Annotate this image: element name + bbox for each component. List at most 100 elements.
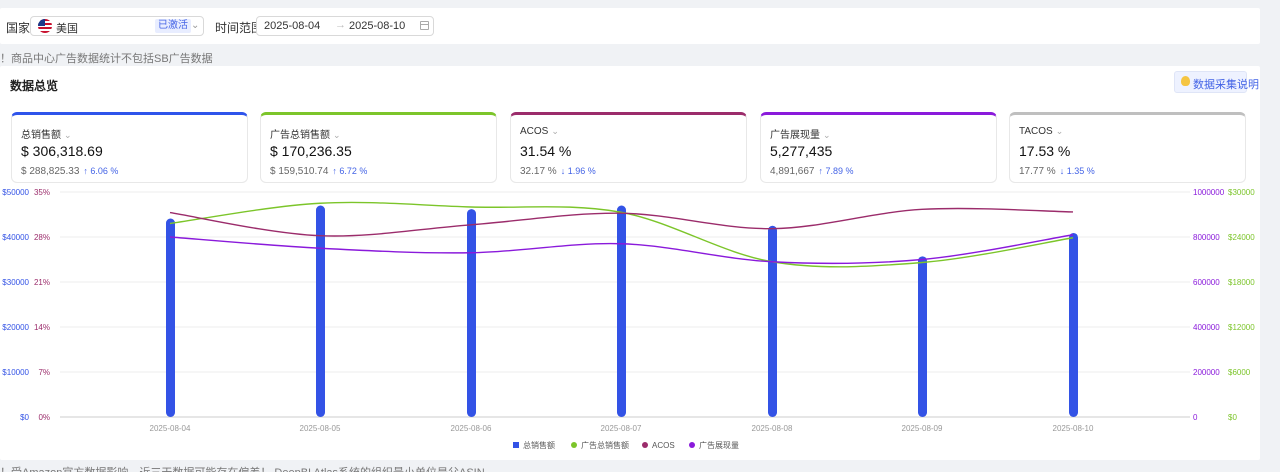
metric-value: $ 306,318.69 bbox=[21, 143, 103, 159]
overview-chart: $0 $10000 $20000 $30000 $40000 $50000 0% 7% 14% 2… bbox=[2, 188, 1255, 450]
metric-title[interactable]: TACOS ⌄ bbox=[1019, 126, 1064, 137]
y-axis-sales-tick: $30000 bbox=[2, 278, 29, 287]
chevron-down-icon: ⌄ bbox=[551, 126, 559, 136]
x-axis-tick: 2025-08-08 bbox=[752, 424, 793, 433]
y-axis-ad-sales-tick: $0 bbox=[1228, 413, 1237, 422]
country-label: 国家: bbox=[6, 21, 34, 35]
y-axis-acos-tick: 35% bbox=[34, 188, 50, 197]
chevron-down-icon: ⌄ bbox=[64, 130, 72, 140]
date-end-input[interactable]: 2025-08-10 bbox=[349, 20, 406, 32]
line-impressions bbox=[169, 234, 1074, 265]
legend-marker-circle-icon bbox=[642, 442, 648, 448]
metric-change: ↓ 1.35 % bbox=[1059, 166, 1095, 176]
legend-label: 广告总销售额 bbox=[581, 440, 629, 450]
metric-card[interactable]: 广告展现量 ⌄ 5,277,435 4,891,667 ↑ 7.89 % bbox=[760, 112, 997, 183]
notice-data-delay: ！受Amazon官方数据影响，近三天数据可能存在偏差！ DeepBI Atlas… bbox=[0, 464, 485, 472]
metric-change: ↑ 6.06 % bbox=[83, 166, 119, 176]
y-axis-sales-tick: $20000 bbox=[2, 323, 29, 332]
y-axis-ad-sales-tick: $24000 bbox=[1228, 233, 1255, 242]
status-badge: 已激活 bbox=[155, 19, 191, 33]
line-ad_sales bbox=[169, 201, 1074, 268]
us-flag-icon bbox=[38, 19, 52, 33]
metric-title[interactable]: 广告展现量 ⌄ bbox=[770, 130, 831, 141]
x-axis-tick: 2025-08-05 bbox=[300, 424, 341, 433]
bar-total-sales bbox=[1069, 232, 1078, 417]
chevron-down-icon: ⌄ bbox=[823, 130, 831, 140]
metric-previous: $ 159,510.74 ↑ 6.72 % bbox=[270, 166, 368, 177]
y-axis-impressions-tick: 0 bbox=[1193, 413, 1198, 422]
country-value: 美国 bbox=[56, 23, 78, 35]
y-axis-acos-tick: 7% bbox=[38, 368, 50, 377]
y-axis-impressions-tick: 800000 bbox=[1193, 233, 1220, 242]
lightbulb-icon bbox=[1181, 76, 1190, 86]
metric-previous: $ 288,825.33 ↑ 6.06 % bbox=[21, 166, 119, 177]
bar-total-sales bbox=[768, 225, 777, 417]
y-axis-acos-tick: 21% bbox=[34, 278, 50, 287]
y-axis-ad-sales-tick: $6000 bbox=[1228, 368, 1251, 377]
legend-marker-circle-icon bbox=[689, 442, 695, 448]
metric-card[interactable]: 广告总销售额 ⌄ $ 170,236.35 $ 159,510.74 ↑ 6.72 % bbox=[260, 112, 497, 183]
y-axis-ad-sales-tick: $18000 bbox=[1228, 278, 1255, 287]
metric-value: 17.53 % bbox=[1019, 143, 1071, 159]
calendar-icon[interactable] bbox=[420, 21, 429, 30]
bar-total-sales bbox=[617, 205, 626, 417]
x-axis-tick: 2025-08-07 bbox=[601, 424, 642, 433]
metric-title[interactable]: 广告总销售额 ⌄ bbox=[270, 130, 341, 141]
notice-sb-excluded: ！商品中心广告数据统计不包括SB广告数据 bbox=[0, 53, 213, 65]
x-axis-tick: 2025-08-09 bbox=[902, 424, 943, 433]
chevron-down-icon: ⌄ bbox=[333, 130, 341, 140]
metric-previous: 32.17 % ↓ 1.96 % bbox=[520, 166, 596, 177]
bar-total-sales bbox=[166, 218, 175, 417]
trend-arrow-icon: ↑ bbox=[83, 166, 88, 176]
metric-change: ↑ 6.72 % bbox=[332, 166, 368, 176]
metric-card[interactable]: ACOS ⌄ 31.54 % 32.17 % ↓ 1.96 % bbox=[510, 112, 747, 183]
metric-value: 5,277,435 bbox=[770, 143, 833, 159]
legend-marker-circle-icon bbox=[571, 442, 577, 448]
country-select[interactable]: 美国 已激活 ⌄ bbox=[30, 16, 204, 36]
metric-card[interactable]: TACOS ⌄ 17.53 % 17.77 % ↓ 1.35 % bbox=[1009, 112, 1246, 183]
metric-title[interactable]: ACOS ⌄ bbox=[520, 126, 559, 137]
bar-total-sales bbox=[316, 205, 325, 417]
trend-arrow-icon: ↑ bbox=[818, 166, 824, 176]
filter-bar: 国家: 美国 已激活 ⌄ 时间范围: 2025-08-04 → 2025-08-… bbox=[0, 8, 1260, 44]
y-axis-impressions-tick: 600000 bbox=[1193, 278, 1220, 287]
y-axis-acos-tick: 0% bbox=[38, 413, 50, 422]
legend-label: 总销售额 bbox=[523, 440, 555, 450]
metric-previous: 17.77 % ↓ 1.35 % bbox=[1019, 166, 1095, 177]
trend-arrow-icon: ↓ bbox=[560, 166, 566, 176]
y-axis-impressions-tick: 1000000 bbox=[1193, 188, 1225, 197]
trend-arrow-icon: ↓ bbox=[1059, 166, 1065, 176]
help-button-label: 数据采集说明 bbox=[1193, 79, 1259, 91]
chevron-down-icon: ⌄ bbox=[191, 20, 200, 31]
arrow-right-icon: → bbox=[335, 19, 346, 31]
y-axis-acos-tick: 14% bbox=[34, 323, 50, 332]
line-acos bbox=[169, 207, 1074, 237]
y-axis-ad-sales-tick: $30000 bbox=[1228, 188, 1255, 197]
data-overview-panel: 数据总览 数据采集说明 总销售额 ⌄ $ 306,318.69 $ 288,825.3… bbox=[0, 66, 1260, 460]
panel-title: 数据总览 bbox=[10, 79, 59, 93]
chevron-down-icon: ⌄ bbox=[1055, 126, 1064, 136]
metric-change: ↓ 1.96 % bbox=[560, 166, 596, 176]
y-axis-sales-tick: $0 bbox=[20, 413, 29, 422]
legend-marker-square-icon bbox=[513, 442, 519, 448]
x-axis-tick: 2025-08-04 bbox=[150, 424, 191, 433]
y-axis-impressions-tick: 200000 bbox=[1193, 368, 1220, 377]
metric-card[interactable]: 总销售额 ⌄ $ 306,318.69 $ 288,825.33 ↑ 6.06 % bbox=[11, 112, 248, 183]
y-axis-ad-sales-tick: $12000 bbox=[1228, 323, 1255, 332]
date-range-picker[interactable]: 2025-08-04 → 2025-08-10 bbox=[256, 16, 434, 36]
metric-title[interactable]: 总销售额 ⌄ bbox=[21, 130, 72, 141]
metric-change: ↑ 7.89 % bbox=[818, 166, 854, 176]
y-axis-sales-tick: $10000 bbox=[2, 368, 29, 377]
y-axis-sales-tick: $40000 bbox=[2, 233, 29, 242]
x-axis-tick: 2025-08-10 bbox=[1053, 424, 1094, 433]
date-range-label: 时间范围: bbox=[215, 21, 267, 35]
y-axis-acos-tick: 28% bbox=[34, 233, 50, 242]
data-collection-help-button[interactable]: 数据采集说明 bbox=[1174, 71, 1259, 93]
bar-total-sales bbox=[467, 209, 476, 417]
date-start-input[interactable]: 2025-08-04 bbox=[264, 20, 321, 32]
legend-label: ACOS bbox=[652, 441, 675, 450]
metric-value: $ 170,236.35 bbox=[270, 143, 352, 159]
trend-arrow-icon: ↑ bbox=[332, 166, 337, 176]
metric-previous: 4,891,667 ↑ 7.89 % bbox=[770, 166, 854, 177]
y-axis-sales-tick: $50000 bbox=[2, 188, 29, 197]
